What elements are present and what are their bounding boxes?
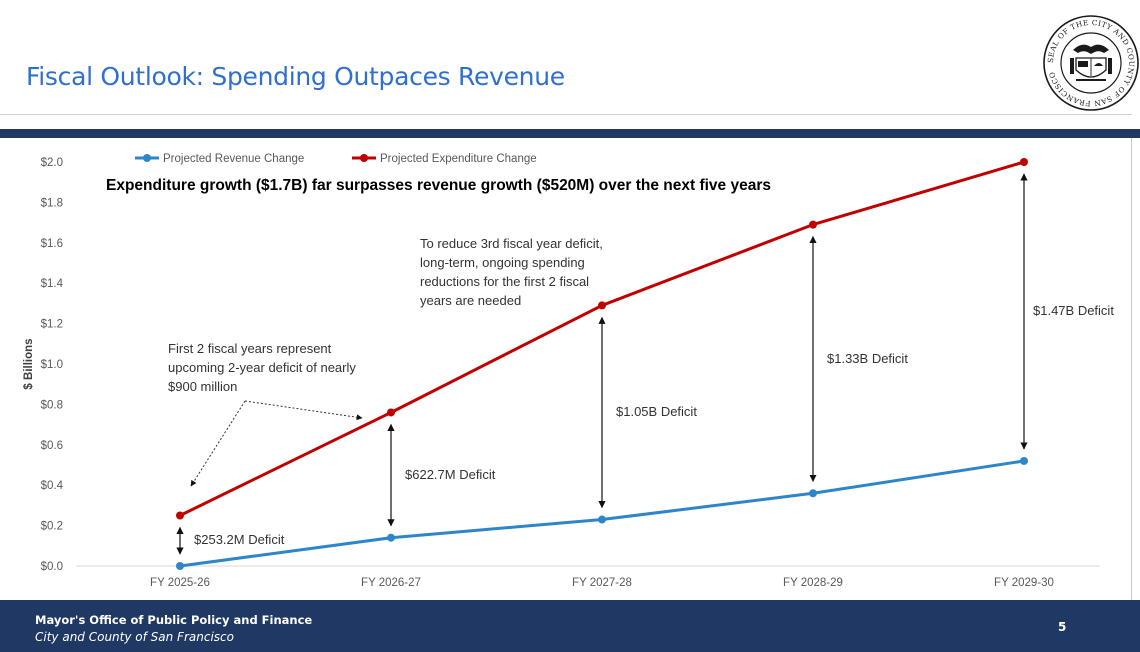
annotation-third-year: To reduce 3rd fiscal year deficit, xyxy=(420,236,603,251)
title-divider xyxy=(0,114,1132,115)
page-number: 5 xyxy=(1058,620,1067,634)
annotation-first-two-years: $900 million xyxy=(168,379,237,394)
x-tick-label: FY 2025-26 xyxy=(150,577,210,589)
y-tick-label: $1.4 xyxy=(41,278,64,290)
deficit-label: $253.2M Deficit xyxy=(194,532,285,547)
y-tick-label: $1.6 xyxy=(41,238,63,250)
legend-marker xyxy=(360,154,368,162)
expenditure-data-point xyxy=(387,408,395,417)
y-tick-label: $1.8 xyxy=(41,197,63,209)
expenditure-data-point xyxy=(809,220,817,229)
expenditure-data-point xyxy=(1020,158,1028,166)
deficit-label: $1.47B Deficit xyxy=(1033,303,1114,318)
annotation-third-year: reductions for the first 2 fiscal xyxy=(420,274,589,289)
legend-label: Projected Revenue Change xyxy=(163,153,304,165)
x-tick-label: FY 2027-28 xyxy=(572,577,632,589)
x-tick-label: FY 2029-30 xyxy=(994,577,1054,589)
revenue-data-point xyxy=(176,562,184,570)
annotation-third-year: long-term, ongoing spending xyxy=(420,255,585,270)
city-seal-logo: SEAL OF THE CITY AND COUNTY OF SAN FRANC… xyxy=(1043,15,1139,111)
y-tick-label: $0.6 xyxy=(41,440,63,452)
footer-city: City and County of San Francisco xyxy=(35,630,234,644)
annotation-third-year: years are needed xyxy=(420,293,521,308)
expenditure-data-point xyxy=(598,301,606,310)
revenue-data-point xyxy=(1020,456,1028,465)
annotation-first-two-years: First 2 fiscal years represent xyxy=(168,341,332,356)
legend-label: Projected Expenditure Change xyxy=(380,153,537,165)
footer-organization: Mayor's Office of Public Policy and Fina… xyxy=(35,613,313,627)
x-tick-label: FY 2028-29 xyxy=(783,577,843,589)
y-tick-label: $1.0 xyxy=(41,359,63,371)
y-tick-label: $1.2 xyxy=(41,319,63,331)
legend-marker xyxy=(143,154,151,162)
y-tick-label: $0.0 xyxy=(41,561,63,573)
revenue-data-point xyxy=(598,515,606,524)
revenue-data-point xyxy=(809,489,817,498)
annotation-pointer xyxy=(190,400,246,487)
y-axis-title: $ Billions xyxy=(23,338,35,389)
annotation-first-two-years: upcoming 2-year deficit of nearly xyxy=(168,360,356,375)
y-tick-label: $0.8 xyxy=(41,399,63,411)
header-bar xyxy=(0,129,1140,138)
deficit-label: $1.05B Deficit xyxy=(616,404,697,419)
slide-title: Fiscal Outlook: Spending Outpaces Revenu… xyxy=(26,62,565,91)
y-tick-label: $2.0 xyxy=(41,157,63,169)
y-tick-label: $0.2 xyxy=(41,521,63,533)
footer-bar: Mayor's Office of Public Policy and Fina… xyxy=(0,600,1140,652)
x-tick-label: FY 2026-27 xyxy=(361,577,421,589)
deficit-label: $1.33B Deficit xyxy=(827,351,908,366)
deficit-label: $622.7M Deficit xyxy=(405,467,496,482)
revenue-data-point xyxy=(387,533,395,542)
annotation-pointer xyxy=(244,400,363,421)
y-tick-label: $0.4 xyxy=(41,480,64,492)
expenditure-data-point xyxy=(176,511,184,520)
chart-subtitle: Expenditure growth ($1.7B) far surpasses… xyxy=(106,177,771,194)
